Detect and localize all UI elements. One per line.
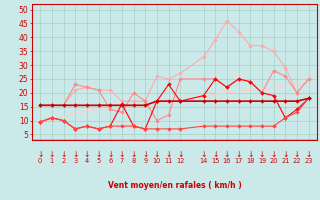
Text: ↓: ↓: [107, 150, 113, 159]
Text: ↓: ↓: [165, 150, 172, 159]
Text: ↓: ↓: [130, 150, 137, 159]
Text: ↓: ↓: [236, 150, 242, 159]
Text: ↓: ↓: [119, 150, 125, 159]
Text: ↓: ↓: [154, 150, 160, 159]
Text: ↓: ↓: [247, 150, 253, 159]
Text: ↓: ↓: [294, 150, 300, 159]
Text: ↓: ↓: [49, 150, 55, 159]
Text: ↓: ↓: [37, 150, 43, 159]
Text: ↓: ↓: [60, 150, 67, 159]
Text: ↓: ↓: [282, 150, 288, 159]
Text: ↓: ↓: [200, 150, 207, 159]
Text: ↓: ↓: [142, 150, 148, 159]
Text: ↓: ↓: [270, 150, 277, 159]
Text: ↓: ↓: [95, 150, 102, 159]
Text: ↓: ↓: [177, 150, 183, 159]
X-axis label: Vent moyen/en rafales ( km/h ): Vent moyen/en rafales ( km/h ): [108, 181, 241, 190]
Text: ↓: ↓: [306, 150, 312, 159]
Text: ↓: ↓: [224, 150, 230, 159]
Text: ↓: ↓: [259, 150, 265, 159]
Text: ↓: ↓: [84, 150, 90, 159]
Text: ↓: ↓: [72, 150, 78, 159]
Text: ↓: ↓: [212, 150, 219, 159]
